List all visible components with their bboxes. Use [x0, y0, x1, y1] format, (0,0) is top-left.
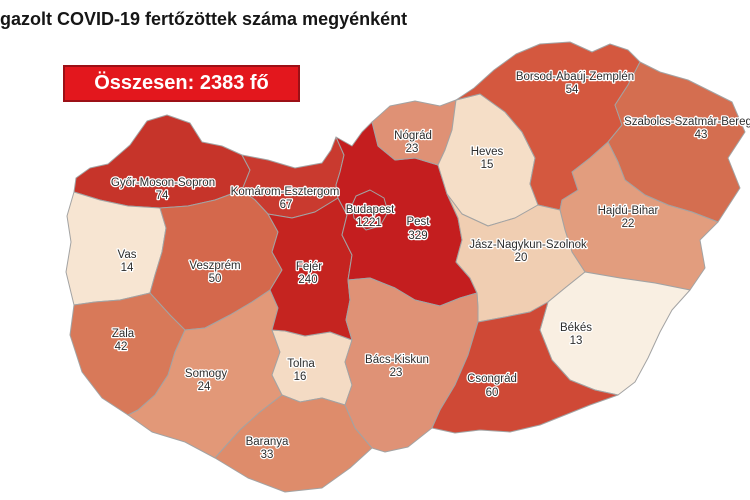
county-value-komarom-esztergom: 67 — [280, 199, 293, 211]
total-banner-label: Összesen: 2383 fő — [94, 72, 269, 94]
county-label-bekes: Békés — [560, 322, 592, 334]
county-value-heves: 15 — [481, 159, 494, 171]
county-label-komarom-esztergom: Komárom-Esztergom — [231, 186, 340, 198]
county-label-somogy: Somogy — [185, 368, 227, 380]
county-value-jasz-nagykun-szolnok: 20 — [515, 252, 528, 264]
county-label-fejer: Fejér — [296, 261, 322, 273]
page-title: gazolt COVID-19 fertőzöttek száma megyén… — [0, 9, 408, 29]
county-value-tolna: 16 — [294, 371, 307, 383]
county-label-csongrad: Csongrád — [467, 373, 517, 385]
county-label-borsod-abauj-zemplen: Borsod-Abaúj-Zemplén — [516, 71, 634, 83]
county-label-baranya: Baranya — [246, 436, 289, 448]
county-label-vas: Vas — [118, 249, 137, 261]
county-value-baranya: 33 — [261, 449, 274, 461]
county-value-budapest: 1221 — [356, 217, 382, 229]
county-shape-csongrad — [431, 301, 619, 434]
county-value-gyor-moson-sopron: 74 — [156, 190, 169, 202]
county-value-vas: 14 — [121, 262, 134, 274]
county-value-hajdu-bihar: 22 — [622, 218, 635, 230]
county-value-zala: 42 — [115, 341, 128, 353]
county-shape-budapest — [351, 189, 389, 231]
county-label-gyor-moson-sopron: Győr-Moson-Sopron — [111, 177, 215, 189]
county-label-hajdu-bihar: Hajdú-Bihar — [598, 205, 659, 217]
county-label-bacs-kiskun: Bács-Kiskun — [365, 354, 429, 366]
county-value-bekes: 13 — [570, 335, 583, 347]
county-label-tolna: Tolna — [287, 358, 315, 370]
county-value-somogy: 24 — [198, 381, 211, 393]
county-label-szabolcs-szatmar-bereg: Szabolcs-Szatmár-Bereg — [624, 116, 750, 128]
county-label-veszprem: Veszprém — [189, 260, 240, 272]
county-value-szabolcs-szatmar-bereg: 43 — [695, 129, 708, 141]
county-label-nograd: Nógrád — [394, 130, 432, 142]
county-label-heves: Heves — [471, 146, 504, 158]
county-label-jasz-nagykun-szolnok: Jász-Nagykun-Szolnok — [469, 239, 587, 251]
county-value-fejer: 240 — [298, 274, 317, 286]
county-value-pest: 329 — [408, 230, 427, 242]
county-value-csongrad: 60 — [486, 387, 499, 399]
county-value-borsod-abauj-zemplen: 54 — [566, 84, 579, 96]
county-label-budapest: Budapest — [346, 204, 395, 216]
county-value-bacs-kiskun: 23 — [390, 367, 403, 379]
county-value-nograd: 23 — [406, 143, 419, 155]
county-shape-baranya — [214, 394, 373, 493]
county-value-veszprem: 50 — [209, 273, 222, 285]
county-label-pest: Pest — [406, 216, 430, 228]
total-banner: Összesen: 2383 fő — [63, 65, 300, 102]
county-label-zala: Zala — [112, 328, 135, 340]
